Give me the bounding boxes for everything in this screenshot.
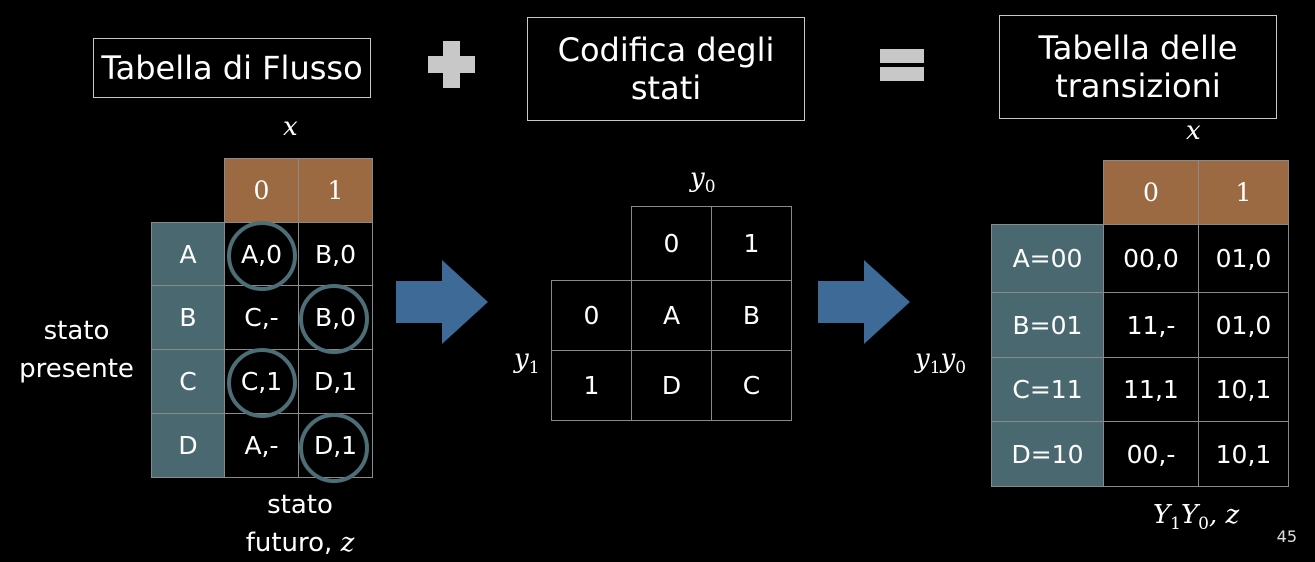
transition-col-header: 0 [1103, 160, 1199, 225]
flow-row-state: D [151, 413, 225, 478]
coding-cell: B [711, 280, 792, 351]
coding-col-header: 0 [631, 206, 712, 281]
next-state-label: stato futuro, z [245, 490, 355, 558]
transition-row-var: y1y0 [915, 344, 967, 379]
transition-cell: 10,1 [1198, 421, 1289, 487]
flow-input-var: x [283, 112, 298, 142]
transition-row-state: A=00 [991, 224, 1104, 293]
flow-row-state: C [151, 349, 225, 414]
state-coding-map: 0 1 0 A B 1 D C [551, 206, 792, 421]
transition-row-state: B=01 [991, 292, 1104, 358]
transition-col-header: 1 [1198, 160, 1289, 225]
flow-table-title: Tabella di Flusso [93, 38, 371, 98]
transition-cell: 01,0 [1198, 292, 1289, 358]
flow-cell: D,1 [298, 349, 373, 414]
transition-cell: 10,1 [1198, 357, 1289, 422]
coding-row-var: y1 [514, 344, 540, 379]
transition-row-state: C=11 [991, 357, 1104, 422]
transition-row-state: D=10 [991, 421, 1104, 487]
highlight-circle [227, 348, 297, 418]
transition-output-label: Y1Y0, z [1153, 500, 1240, 535]
transition-cell: 11,- [1103, 292, 1199, 358]
transition-cell: 11,1 [1103, 357, 1199, 422]
flow-cell: C,- [224, 285, 299, 350]
flow-cell: A,- [224, 413, 299, 478]
coding-cell: A [631, 280, 712, 351]
flow-col-header: 1 [298, 158, 373, 223]
transition-cell: 00,0 [1103, 224, 1199, 293]
flow-cell: B,0 [298, 222, 373, 286]
highlight-circle [227, 221, 297, 291]
highlight-circle [299, 284, 369, 354]
flow-col-header: 0 [224, 158, 299, 223]
flow-row-state: A [151, 222, 225, 286]
transition-cell: 01,0 [1198, 224, 1289, 293]
arrow-right-icon [818, 260, 910, 344]
transition-table-title: Tabella delle transizioni [999, 15, 1277, 119]
coding-row-header: 1 [551, 350, 632, 421]
coding-col-header: 1 [711, 206, 792, 281]
flow-row-state: B [151, 285, 225, 350]
arrow-right-icon [396, 260, 488, 344]
coding-cell: D [631, 350, 712, 421]
state-coding-title: Codifica degli stati [527, 17, 805, 121]
coding-col-var: y0 [690, 163, 716, 198]
transition-table: 0 1 A=00 00,0 01,0 B=01 11,- 01,0 C=11 1… [991, 160, 1289, 487]
coding-row-header: 0 [551, 280, 632, 351]
page-number: 45 [1276, 527, 1297, 546]
present-state-label: stato presente [19, 316, 134, 384]
transition-cell: 00,- [1103, 421, 1199, 487]
coding-cell: C [711, 350, 792, 421]
transition-input-var: x [1186, 116, 1201, 146]
highlight-circle [299, 413, 369, 483]
